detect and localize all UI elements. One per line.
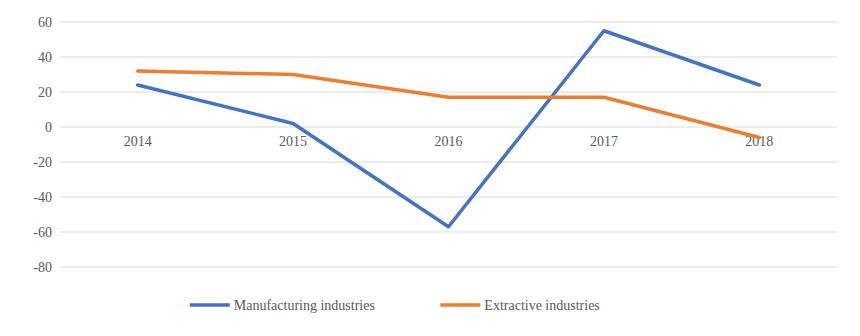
series-line <box>138 71 760 138</box>
legend-label: Manufacturing industries <box>234 298 375 313</box>
x-tick-label: 2016 <box>435 134 463 149</box>
y-tick-label: -20 <box>33 155 52 170</box>
chart-svg: -80-60-40-20020406020142015201620172018M… <box>0 0 860 336</box>
y-tick-label: 60 <box>38 15 52 30</box>
legend-swatch <box>190 303 230 307</box>
x-tick-label: 2014 <box>124 134 152 149</box>
y-tick-label: -80 <box>33 260 52 275</box>
grid-line <box>60 162 837 163</box>
grid-line <box>60 267 837 268</box>
legend-label: Extractive industries <box>484 298 599 313</box>
y-tick-label: 40 <box>38 50 52 65</box>
y-tick-label: 0 <box>45 120 52 135</box>
grid <box>60 22 837 267</box>
grid-line <box>60 92 837 93</box>
legend: Manufacturing industries Extractive indus… <box>190 298 600 313</box>
grid-line <box>60 197 837 198</box>
grid-line <box>60 22 837 23</box>
y-tick-label: 20 <box>38 85 52 100</box>
y-tick-label: -40 <box>33 190 52 205</box>
x-tick-label: 2017 <box>590 134 618 149</box>
lines <box>138 31 760 227</box>
grid-line <box>60 57 837 58</box>
x-tick-label: 2015 <box>279 134 307 149</box>
y-tick-label: -60 <box>33 225 52 240</box>
series-line <box>138 31 760 227</box>
legend-swatch <box>440 303 480 307</box>
grid-line <box>60 232 837 233</box>
chart-container: -80-60-40-20020406020142015201620172018M… <box>0 0 860 336</box>
